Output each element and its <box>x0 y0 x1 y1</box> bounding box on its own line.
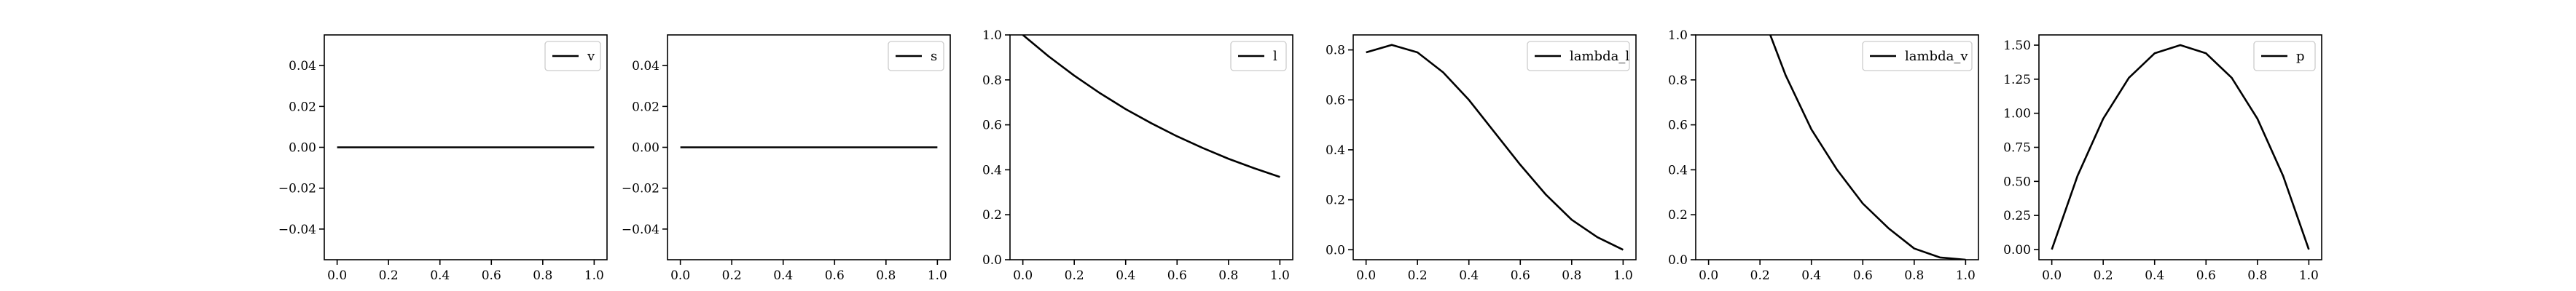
x-tick-label: 0.2 <box>722 268 742 283</box>
series-line-l <box>1022 35 1280 178</box>
y-tick-label: −0.02 <box>278 182 316 196</box>
y-tick-label: 0.8 <box>1668 73 1688 88</box>
x-tick-label: 0.4 <box>1459 268 1479 283</box>
axes-frame <box>1009 34 1293 260</box>
x-tick-label: 1.0 <box>1956 268 1976 283</box>
series-line-lambda_v <box>1769 35 1966 260</box>
x-tick-label: 1.0 <box>584 268 604 283</box>
y-tick-label: 0.2 <box>982 208 1002 223</box>
y-tick-label: 0.00 <box>2003 243 2031 258</box>
legend-label: lambda_l <box>1570 49 1629 64</box>
x-tick-label: 1.0 <box>2299 268 2319 283</box>
y-tick-label: 0.75 <box>2003 141 2031 156</box>
y-tick-label: 0.0 <box>1326 243 1345 258</box>
y-tick-label: 0.6 <box>1326 93 1345 108</box>
y-tick-label: 0.25 <box>2003 209 2031 223</box>
y-tick-label: 0.02 <box>289 100 316 114</box>
x-tick-label: 0.4 <box>1116 268 1135 283</box>
y-tick-label: 0.6 <box>1668 119 1688 133</box>
legend-label: lambda_v <box>1905 49 1968 64</box>
legend-box <box>1862 41 1973 71</box>
x-tick-label: 0.0 <box>1013 268 1033 283</box>
chart-panel-1: 0.0 0.2 0.4 0.6 0.8 1.0 −0.04 −0.02 0.00 0.02 0.04… <box>278 34 608 283</box>
legend-label: p <box>2296 49 2305 64</box>
legend: p <box>2253 41 2316 71</box>
chart-panel-6: 0.0 0.2 0.4 0.6 0.8 1.0 0.00 0.25 0.50 0.75 1.00 1.… <box>2003 34 2322 283</box>
x-tick-label: 0.2 <box>379 268 399 283</box>
legend: lambda_l <box>1527 41 1630 71</box>
y-tick-label: 1.0 <box>982 28 1002 43</box>
x-tick-label: 0.6 <box>825 268 845 283</box>
y-tick-label: 0.04 <box>632 59 659 73</box>
x-tick-label: 0.4 <box>773 268 793 283</box>
chart-panel-2: 0.0 0.2 0.4 0.6 0.8 1.0 −0.04 −0.02 0.00 0.02 0.04… <box>622 34 951 283</box>
x-tick-label: 0.8 <box>1562 268 1581 283</box>
y-tick-label: 0.0 <box>1668 253 1688 268</box>
x-tick-label: 1.0 <box>1270 268 1290 283</box>
legend-label: s <box>931 49 937 64</box>
x-tick-label: 0.4 <box>1801 268 1821 283</box>
x-tick-label: 0.4 <box>2145 268 2164 283</box>
x-tick-label: 0.0 <box>327 268 347 283</box>
legend: s <box>888 41 944 71</box>
x-tick-label: 0.6 <box>1511 268 1530 283</box>
axes-frame <box>1352 34 1637 260</box>
chart-panel-5: 0.0 0.2 0.4 0.6 0.8 1.0 0.0 0.2 0.4 0.6 0.8 1.0 lamb… <box>1668 28 1979 283</box>
y-tick-label: 0.50 <box>2003 175 2031 189</box>
legend-label: v <box>587 49 595 64</box>
y-tick-label: 1.0 <box>1668 28 1688 43</box>
x-tick-label: 1.0 <box>928 268 947 283</box>
chart-panel-4: 0.0 0.2 0.4 0.6 0.8 1.0 0.0 0.2 0.4 0.6 0.8 lambda_… <box>1326 34 1637 283</box>
x-tick-label: 0.0 <box>2042 268 2062 283</box>
x-tick-label: 0.0 <box>1356 268 1376 283</box>
y-tick-label: 0.00 <box>632 141 659 156</box>
x-tick-label: 0.6 <box>1167 268 1187 283</box>
y-tick-label: 0.00 <box>289 141 316 156</box>
legend-label: l <box>1273 49 1277 64</box>
y-tick-label: 0.04 <box>289 59 316 73</box>
x-tick-label: 0.8 <box>533 268 552 283</box>
y-tick-label: 1.25 <box>2003 73 2031 87</box>
x-tick-label: 0.6 <box>1853 268 1873 283</box>
x-tick-label: 0.6 <box>2196 268 2216 283</box>
y-tick-label: 0.8 <box>982 73 1002 88</box>
x-tick-label: 1.0 <box>1613 268 1633 283</box>
y-tick-label: 0.0 <box>982 253 1002 268</box>
x-tick-label: 0.2 <box>1408 268 1428 283</box>
x-tick-label: 0.8 <box>2247 268 2267 283</box>
legend-box <box>1527 41 1630 71</box>
y-tick-label: −0.02 <box>622 182 659 196</box>
y-tick-label: 0.4 <box>982 163 1002 178</box>
axes-frame <box>1695 34 1979 260</box>
y-tick-label: 0.2 <box>1668 208 1688 223</box>
legend: lambda_v <box>1862 41 1973 71</box>
y-tick-label: 0.6 <box>982 119 1002 133</box>
y-tick-label: −0.04 <box>278 223 316 237</box>
y-tick-label: 0.2 <box>1326 194 1345 208</box>
x-tick-label: 0.8 <box>1904 268 1924 283</box>
series-line-p <box>2051 44 2310 250</box>
legend: v <box>544 41 601 71</box>
legend: l <box>1230 41 1287 71</box>
chart-panel-3: 0.0 0.2 0.4 0.6 0.8 1.0 0.0 0.2 0.4 0.6 0.8 1.0 l <box>982 28 1293 283</box>
y-tick-label: 1.00 <box>2003 107 2031 121</box>
x-tick-label: 0.4 <box>430 268 450 283</box>
x-tick-label: 0.0 <box>1699 268 1718 283</box>
x-tick-label: 0.2 <box>1065 268 1084 283</box>
y-tick-label: −0.04 <box>622 223 659 237</box>
y-tick-label: 1.50 <box>2003 39 2031 53</box>
y-tick-label: 0.4 <box>1668 163 1688 178</box>
y-tick-label: 0.02 <box>632 100 659 114</box>
x-tick-label: 0.8 <box>876 268 896 283</box>
series-line-lambda_l <box>1366 44 1624 251</box>
x-tick-label: 0.2 <box>1750 268 1770 283</box>
x-tick-label: 0.8 <box>1218 268 1238 283</box>
x-tick-label: 0.0 <box>670 268 690 283</box>
y-tick-label: 0.8 <box>1326 44 1345 58</box>
y-tick-label: 0.4 <box>1326 143 1345 158</box>
x-tick-label: 0.6 <box>482 268 501 283</box>
x-tick-label: 0.2 <box>2094 268 2113 283</box>
